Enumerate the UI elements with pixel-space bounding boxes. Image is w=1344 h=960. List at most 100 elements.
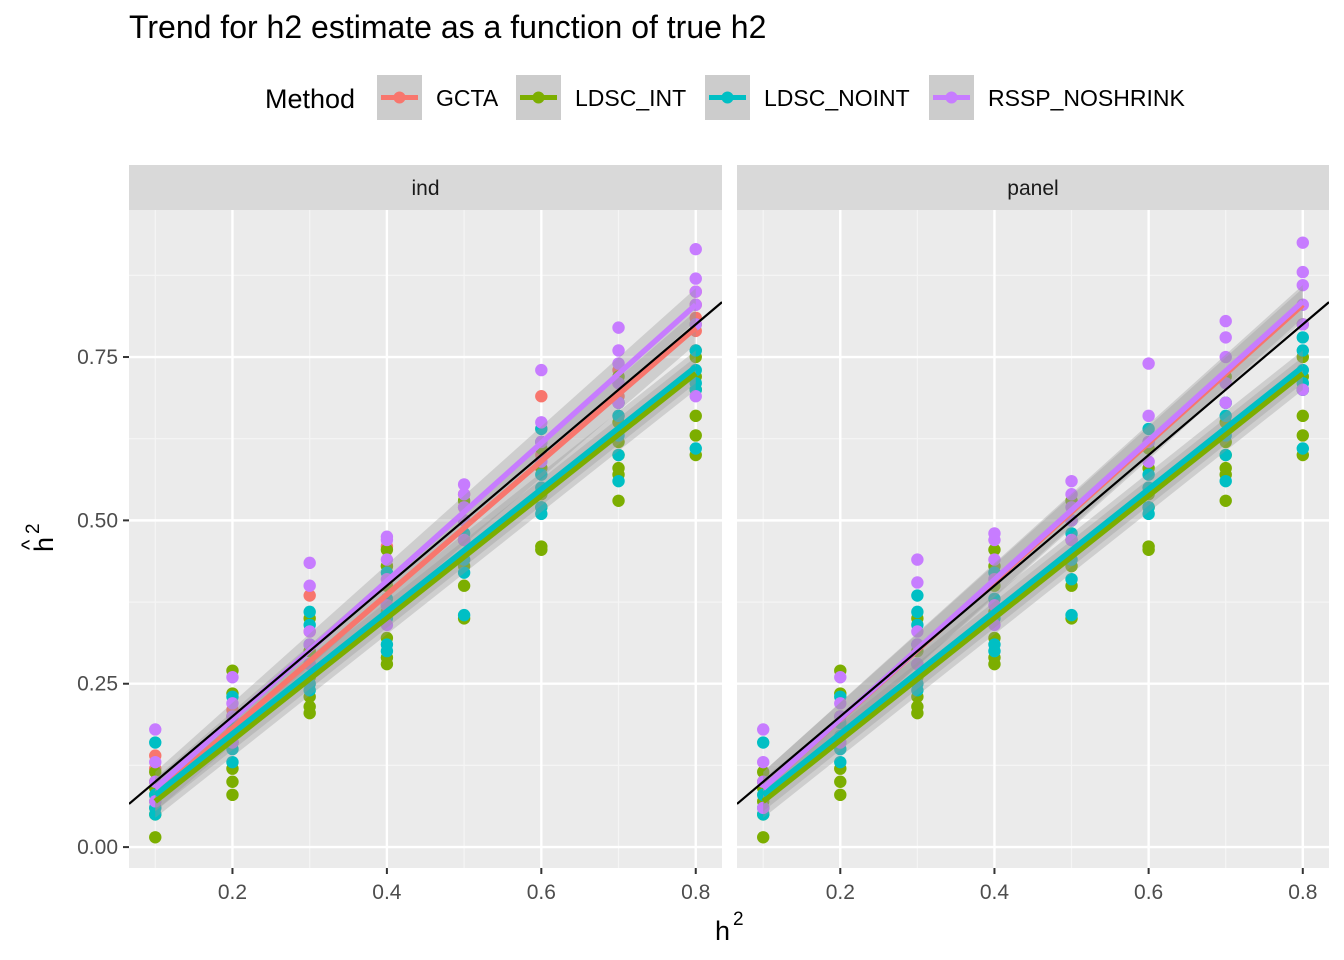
data-point bbox=[303, 579, 316, 592]
data-point bbox=[535, 468, 548, 481]
x-axis: 0.2 0.4 0.6 0.8 0.2 0.4 0.6 0.8 bbox=[218, 868, 1317, 904]
data-point bbox=[149, 765, 162, 779]
x-tick-label: 0.4 bbox=[980, 881, 1010, 904]
data-point bbox=[535, 416, 548, 429]
data-point bbox=[1219, 331, 1232, 344]
data-point bbox=[612, 321, 625, 334]
data-point bbox=[1219, 350, 1232, 364]
chart-title: Trend for h2 estimate as a function of t… bbox=[129, 9, 766, 45]
data-point bbox=[457, 579, 471, 592]
data-point bbox=[1219, 461, 1232, 475]
data-point bbox=[834, 775, 847, 788]
data-point bbox=[689, 243, 702, 256]
data-point bbox=[1065, 572, 1078, 586]
legend-entry-ldsc_noint: LDSC_NOINT bbox=[705, 75, 910, 120]
data-point bbox=[1296, 331, 1309, 344]
data-point bbox=[1296, 429, 1309, 442]
legend-entry-ldsc_int: LDSC_INT bbox=[516, 75, 686, 120]
data-point bbox=[1065, 608, 1078, 622]
trend-line-ldsc_noint bbox=[761, 364, 1305, 797]
data-point bbox=[1065, 533, 1078, 547]
legend-label: GCTA bbox=[436, 85, 499, 111]
data-point bbox=[226, 670, 239, 684]
data-point bbox=[834, 670, 847, 684]
data-point bbox=[689, 272, 702, 285]
data-point bbox=[1219, 494, 1232, 507]
x-tick-label: 0.6 bbox=[527, 881, 556, 904]
data-point bbox=[457, 478, 471, 491]
data-point bbox=[757, 755, 770, 769]
data-point bbox=[757, 736, 770, 749]
data-point bbox=[834, 788, 847, 802]
legend-key-point bbox=[532, 91, 545, 104]
data-point bbox=[149, 736, 162, 749]
panel-ind: ind bbox=[129, 165, 722, 868]
data-point bbox=[303, 589, 316, 602]
data-point bbox=[1296, 265, 1309, 279]
data-point bbox=[988, 543, 1001, 556]
data-point bbox=[757, 723, 770, 736]
data-point bbox=[535, 540, 548, 553]
data-point bbox=[988, 638, 1001, 651]
data-point bbox=[1219, 448, 1232, 462]
data-point bbox=[535, 363, 548, 377]
data-point bbox=[1142, 468, 1155, 481]
legend-entry-gcta: GCTA bbox=[377, 75, 499, 120]
data-point bbox=[689, 429, 702, 442]
x-axis-title-text: h bbox=[715, 916, 730, 946]
x-tick-label: 0.4 bbox=[372, 881, 402, 904]
data-point bbox=[757, 831, 770, 844]
data-point bbox=[226, 697, 239, 710]
data-point bbox=[226, 775, 239, 788]
data-point bbox=[1142, 422, 1155, 436]
data-point bbox=[226, 788, 239, 802]
plot-panels: ind panel bbox=[129, 165, 1329, 868]
legend: Method GCTA LDSC_INT LDSC_NOINT RSSP_NOSHRI… bbox=[265, 75, 1185, 120]
reference-line bbox=[737, 301, 1329, 805]
data-point bbox=[303, 556, 316, 570]
trend-line-ldsc_int bbox=[761, 371, 1305, 804]
data-point bbox=[1219, 314, 1232, 328]
trend-line-gcta bbox=[153, 325, 698, 797]
data-point bbox=[380, 543, 394, 556]
data-point bbox=[988, 527, 1001, 540]
data-point bbox=[149, 723, 162, 736]
data-point bbox=[911, 625, 924, 638]
y-tick-label: 0.00 bbox=[77, 836, 118, 859]
data-point bbox=[911, 576, 924, 589]
data-point bbox=[911, 553, 924, 566]
data-point bbox=[1219, 474, 1232, 488]
data-point bbox=[689, 376, 702, 390]
legend-title: Method bbox=[265, 84, 355, 114]
legend-key-point bbox=[393, 91, 406, 104]
data-point bbox=[834, 697, 847, 710]
data-point bbox=[689, 285, 702, 298]
panel-panel: panel bbox=[737, 165, 1329, 868]
trend-line-rssp_noshrink bbox=[153, 302, 698, 791]
legend-key-point bbox=[945, 91, 958, 104]
data-point bbox=[689, 344, 702, 357]
data-point bbox=[1142, 501, 1155, 514]
data-point bbox=[689, 409, 702, 423]
data-point bbox=[1296, 278, 1309, 292]
data-point bbox=[911, 589, 924, 602]
legend-label: LDSC_INT bbox=[575, 85, 686, 111]
data-point bbox=[757, 765, 770, 779]
legend-label: LDSC_NOINT bbox=[764, 85, 910, 111]
data-point bbox=[1296, 383, 1309, 396]
y-axis-title: h ^ 2 bbox=[17, 523, 59, 552]
data-point bbox=[612, 448, 625, 462]
data-point bbox=[1142, 409, 1155, 423]
data-point bbox=[380, 638, 394, 651]
data-point bbox=[380, 530, 394, 543]
data-point bbox=[1296, 344, 1309, 357]
x-tick-label: 0.2 bbox=[826, 881, 855, 904]
data-point bbox=[988, 553, 1001, 566]
data-point bbox=[457, 488, 471, 501]
y-tick-label: 0.75 bbox=[77, 346, 118, 369]
legend-label: RSSP_NOSHRINK bbox=[988, 85, 1185, 111]
legend-entry-rssp_noshrink: RSSP_NOSHRINK bbox=[929, 75, 1185, 120]
data-point bbox=[757, 801, 770, 815]
facet-strip bbox=[129, 165, 722, 210]
